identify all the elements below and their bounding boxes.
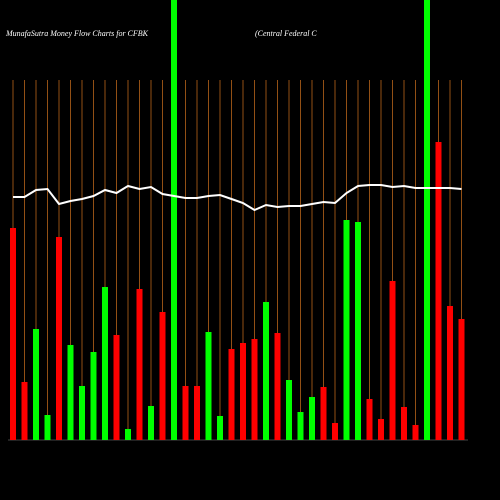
- bar: [332, 423, 338, 440]
- bar: [309, 397, 315, 440]
- bar: [217, 416, 223, 440]
- bar: [412, 425, 419, 440]
- bar: [21, 382, 28, 440]
- bar: [136, 289, 143, 440]
- bar: [33, 329, 39, 440]
- bar: [297, 412, 304, 440]
- bar: [320, 387, 327, 440]
- bar: [458, 319, 465, 440]
- bar: [228, 349, 235, 440]
- bar: [274, 333, 281, 440]
- bar: [90, 352, 97, 440]
- bar: [343, 220, 350, 440]
- bar: [194, 386, 200, 440]
- chart-title: MunafaSutra Money Flow Charts for CFBK: [5, 29, 149, 38]
- bar: [44, 415, 51, 440]
- bar: [79, 386, 85, 440]
- bar: [286, 380, 292, 440]
- bar: [148, 406, 154, 440]
- bar: [171, 0, 177, 440]
- bar: [263, 302, 269, 440]
- bar: [240, 343, 246, 440]
- bar: [10, 228, 16, 440]
- bar: [159, 312, 166, 440]
- bar: [182, 386, 189, 440]
- bar: [366, 399, 373, 440]
- bar: [205, 332, 212, 440]
- bar: [56, 237, 62, 440]
- bar: [113, 335, 120, 440]
- bar: [447, 306, 453, 440]
- bar: [102, 287, 108, 440]
- bar: [125, 429, 131, 440]
- money-flow-line: [13, 184, 462, 212]
- bar: [435, 142, 442, 440]
- bar: [401, 407, 407, 440]
- bar: [378, 419, 384, 440]
- chart-subtitle: (Central Federal C: [255, 29, 317, 38]
- bar: [355, 222, 361, 440]
- bar: [389, 281, 396, 440]
- bar: [424, 0, 430, 440]
- bar: [67, 345, 74, 440]
- bar: [251, 339, 258, 440]
